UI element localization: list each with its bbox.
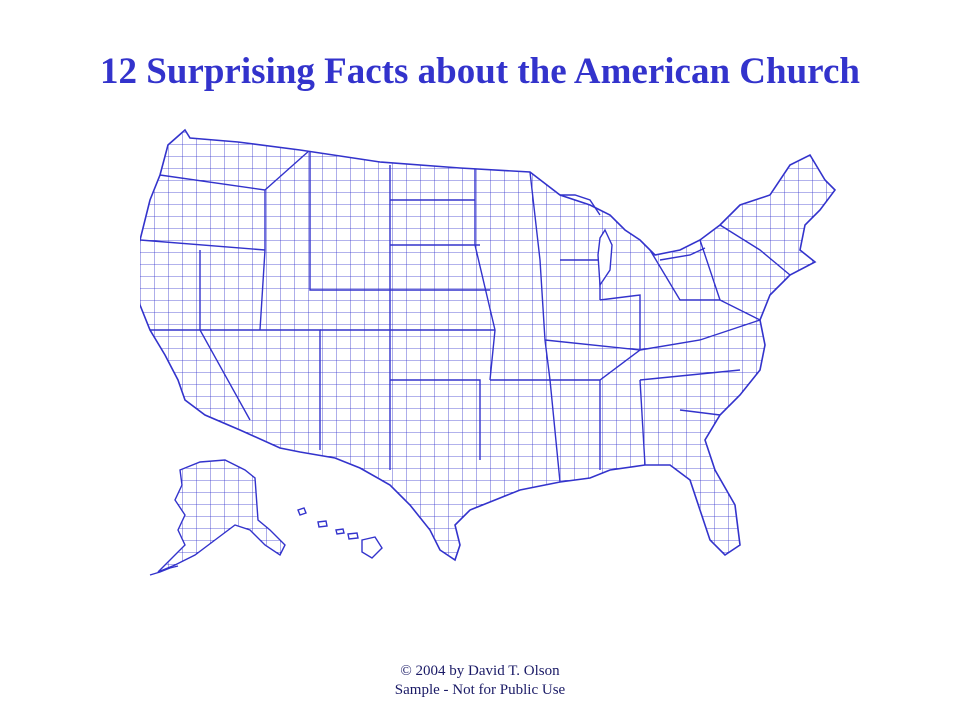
us-county-map: [140, 128, 837, 576]
usage-notice: Sample - Not for Public Use: [394, 682, 566, 698]
copyright-text: © 2004 by David T. Olson: [400, 663, 560, 679]
alaska: [149, 459, 286, 576]
slide-title: 12 Surprising Facts about the American C…: [100, 51, 860, 92]
hawaii: [297, 507, 383, 559]
footer: © 2004 by David T. Olson Sample - Not fo…: [0, 662, 960, 700]
